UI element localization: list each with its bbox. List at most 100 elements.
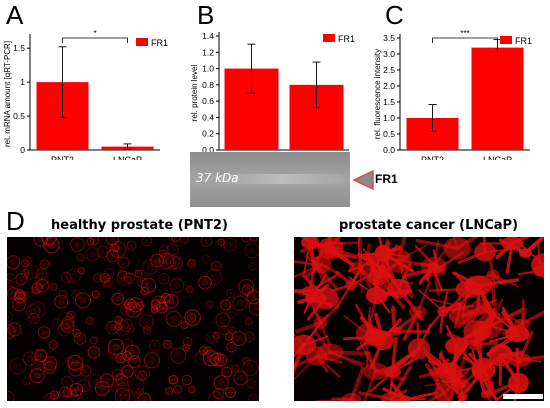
cell <box>164 293 179 309</box>
cell <box>30 359 47 376</box>
cell <box>471 357 496 382</box>
cell <box>7 286 20 300</box>
cell <box>245 317 253 326</box>
cell-body <box>24 379 29 384</box>
cell-body <box>41 329 47 336</box>
significance-bracket <box>62 37 128 43</box>
legend-label: FR1 <box>338 34 355 44</box>
cell-body <box>72 391 79 398</box>
cell <box>61 376 74 388</box>
cell-body <box>161 258 165 262</box>
cell <box>23 264 39 280</box>
cell <box>52 318 63 329</box>
cell <box>42 355 58 371</box>
cell-body <box>214 356 221 363</box>
cell-body <box>65 390 70 395</box>
x-tick-label: PNT2 <box>51 155 74 160</box>
cell-body <box>103 377 111 384</box>
cell <box>136 387 145 396</box>
cell-body <box>105 282 109 286</box>
cell-body <box>74 241 81 249</box>
cell <box>323 246 338 258</box>
cell-body <box>114 371 121 378</box>
cell-body <box>244 237 249 240</box>
cell <box>22 377 31 386</box>
cell <box>54 294 69 309</box>
cell <box>74 292 92 309</box>
cell <box>180 320 189 329</box>
cell <box>72 328 81 338</box>
cell <box>121 350 132 361</box>
cell <box>105 320 120 335</box>
cell <box>58 289 68 299</box>
x-tick-label: LNCaP <box>483 155 512 160</box>
cell <box>188 386 196 394</box>
cell-body <box>70 272 77 280</box>
cell-body <box>138 389 142 394</box>
cell <box>508 372 529 394</box>
cell <box>159 249 168 258</box>
cell <box>124 298 137 311</box>
cell <box>201 255 211 264</box>
cell <box>480 390 493 399</box>
cell-body <box>227 334 231 339</box>
scale-bar <box>503 394 543 399</box>
cell <box>185 285 194 294</box>
cell <box>246 378 256 389</box>
cell-body <box>131 358 138 365</box>
cell <box>103 279 111 288</box>
cell-body <box>52 392 57 398</box>
cell-body <box>42 262 47 267</box>
cell <box>158 272 170 285</box>
micrograph-lncap-cells <box>294 237 544 401</box>
cell-body <box>127 301 133 307</box>
cell <box>217 238 225 246</box>
cell <box>244 242 259 259</box>
cell-body <box>63 274 69 280</box>
cell <box>107 338 125 356</box>
y-axis-label: rel. protein level <box>190 65 199 122</box>
cell-body <box>117 325 121 329</box>
cell-body <box>79 255 83 260</box>
cell-body <box>8 275 13 280</box>
cell <box>215 312 231 328</box>
cell <box>248 298 259 316</box>
cell-body <box>188 313 197 322</box>
cell <box>116 270 132 286</box>
cell <box>508 352 532 367</box>
cell <box>33 237 48 247</box>
cell <box>58 386 70 398</box>
chart-b-protein: 0.0 0.2 0.4 0.6 0.8 1.0 1.2 1.4 rel. protein lev… <box>190 31 355 160</box>
cell-body <box>113 386 118 390</box>
cell <box>223 237 238 252</box>
cell-body <box>79 269 83 273</box>
cell <box>119 389 136 401</box>
cell <box>181 374 193 386</box>
cell <box>219 325 230 336</box>
y-tick-label: 1.4 <box>202 31 214 41</box>
micrograph-pnt2 <box>7 237 259 401</box>
cell <box>107 321 117 331</box>
cell-body <box>33 305 42 314</box>
y-tick-label: 3.0 <box>383 49 395 59</box>
cell-body <box>114 296 121 302</box>
cell-body <box>212 395 220 401</box>
cell <box>71 289 82 300</box>
cell <box>220 299 232 311</box>
cell-body <box>52 285 56 289</box>
cell <box>205 300 214 309</box>
cell <box>12 297 26 312</box>
cell <box>225 387 236 398</box>
cell-body <box>37 352 44 359</box>
cell <box>166 243 179 256</box>
cell-body <box>13 362 22 371</box>
cell <box>66 268 81 284</box>
cell-body <box>38 271 44 277</box>
cell <box>362 252 373 262</box>
cell <box>99 373 115 388</box>
cell <box>65 356 74 365</box>
cell-body <box>204 257 209 262</box>
cell-body <box>67 358 71 363</box>
significance-marker: *** <box>460 29 469 38</box>
